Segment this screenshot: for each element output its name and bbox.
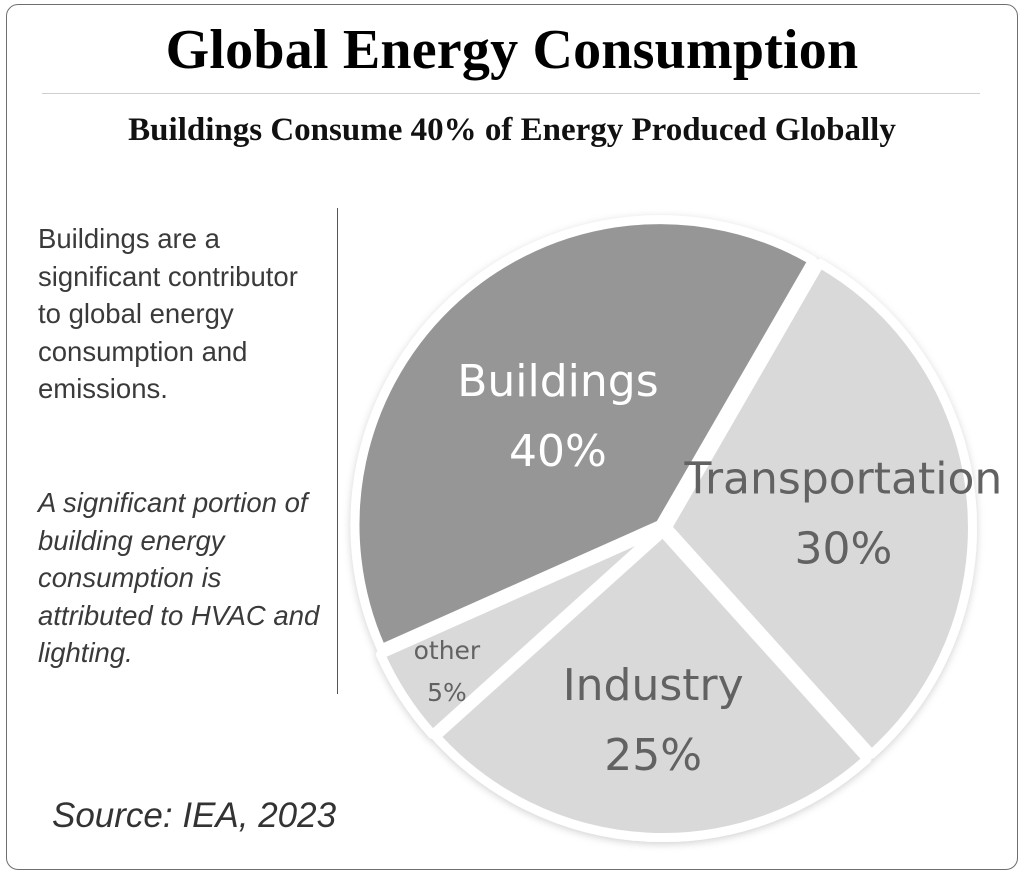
slice-value-other: 5% xyxy=(427,678,467,707)
source-caption: Source: IEA, 2023 xyxy=(52,796,337,835)
description-note: A significant portion of building energy… xyxy=(38,487,320,668)
pie-slice-transportation xyxy=(662,258,977,759)
slice-value-transportation: 30% xyxy=(795,524,893,575)
slice-label-other: other xyxy=(414,636,481,665)
vertical-divider xyxy=(337,208,338,694)
slice-label-industry: Industry xyxy=(563,660,744,711)
page-title: Global Energy Consumption xyxy=(165,19,859,81)
pie-slice-other xyxy=(376,525,664,740)
title-divider xyxy=(42,93,980,94)
slice-label-buildings: Buildings xyxy=(457,356,658,407)
slice-value-industry: 25% xyxy=(604,730,702,781)
pie-slice-buildings xyxy=(350,215,817,654)
description-paragraph: Buildings are a significant contributor … xyxy=(38,223,298,404)
subtitle: Buildings Consume 40% of Energy Produced… xyxy=(128,112,896,148)
slice-value-buildings: 40% xyxy=(509,426,607,477)
pie-slice-industry xyxy=(431,527,872,842)
slice-label-transportation: Transportation xyxy=(684,454,1003,505)
